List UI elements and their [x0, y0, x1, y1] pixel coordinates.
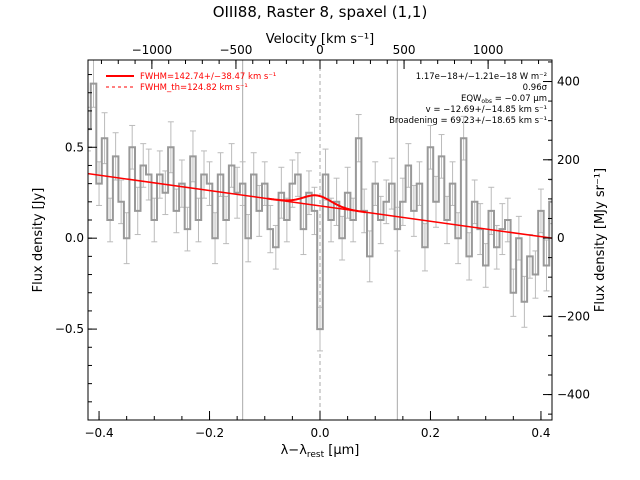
- right-tick-label: 0: [557, 231, 565, 245]
- annotation-flux: 1.17e−18+/−1.21e−18 W m⁻²: [416, 72, 547, 82]
- x-tick-label: 0.2: [421, 426, 440, 440]
- y-tick-label: −0.5: [55, 322, 84, 336]
- axis-ticks: −0.4 −0.2 0.0 0.2 0.4 −1000 −500 0 500 1000 −0.5 0.…: [55, 43, 590, 440]
- top-tick-label: 0: [316, 43, 324, 57]
- right-tick-label: 400: [557, 75, 580, 89]
- right-tick-label: −200: [557, 309, 590, 323]
- top-tick-label: −500: [219, 43, 252, 57]
- x-tick-label: 0.4: [531, 426, 550, 440]
- annotation-eqw-value: = −0.07 μm: [492, 94, 547, 104]
- top-tick-label: 1000: [473, 43, 504, 57]
- top-tick-label: −1000: [132, 43, 173, 57]
- annotation-significance: 0.96σ: [523, 83, 548, 93]
- legend: FWHM=142.74+/−38.47 km s⁻¹ FWHM_th=124.8…: [106, 72, 276, 93]
- y-axis-label-left: Flux density [Jy]: [31, 188, 46, 293]
- annotation-eqw-subscript: obs: [481, 98, 492, 105]
- legend-label-fwhm-th: FWHM_th=124.82 km s⁻¹: [140, 83, 248, 93]
- right-tick-label: 200: [557, 153, 580, 167]
- x-axis-label: λ−λrest [μm]: [281, 443, 360, 460]
- annotation-broadening: Broadening = 69.23+/−18.65 km s⁻¹: [389, 116, 547, 126]
- fit-annotations: 1.17e−18+/−1.21e−18 W m⁻² 0.96σ EQWobs =…: [389, 72, 548, 126]
- line-fit-curve: [267, 194, 366, 214]
- y-axis-label-right: Flux density [MJy sr⁻¹]: [593, 168, 608, 312]
- svg-text:EQWobs = −0.07 μm: EQWobs = −0.07 μm: [461, 94, 547, 105]
- right-tick-label: −400: [557, 388, 590, 402]
- data-series-line: [88, 82, 552, 331]
- annotation-velocity: v = −12.69+/−14.85 km s⁻¹: [426, 105, 547, 115]
- x-tick-label: −0.2: [195, 426, 224, 440]
- data-layer: [88, 60, 552, 352]
- top-tick-label: 500: [393, 43, 416, 57]
- chart-title: OIII88, Raster 8, spaxel (1,1): [213, 3, 428, 21]
- svg-text:λ−λrest [μm]: λ−λrest [μm]: [281, 443, 360, 460]
- continuum-fit-line: [88, 172, 552, 239]
- x-axis-label-main: λ−λ: [281, 443, 308, 458]
- annotation-eqw: EQW: [461, 94, 482, 104]
- top-axis-label: Velocity [km s⁻¹]: [266, 32, 374, 47]
- y-tick-label: 0.0: [65, 231, 84, 245]
- x-tick-label: −0.4: [84, 426, 113, 440]
- x-axis-label-subscript: rest: [307, 450, 325, 460]
- x-tick-label: 0.0: [310, 426, 329, 440]
- reference-lines: [242, 60, 398, 420]
- legend-label-fwhm: FWHM=142.74+/−38.47 km s⁻¹: [140, 72, 276, 82]
- x-axis-label-unit: [μm]: [324, 443, 359, 458]
- y-tick-label: 0.5: [65, 140, 84, 154]
